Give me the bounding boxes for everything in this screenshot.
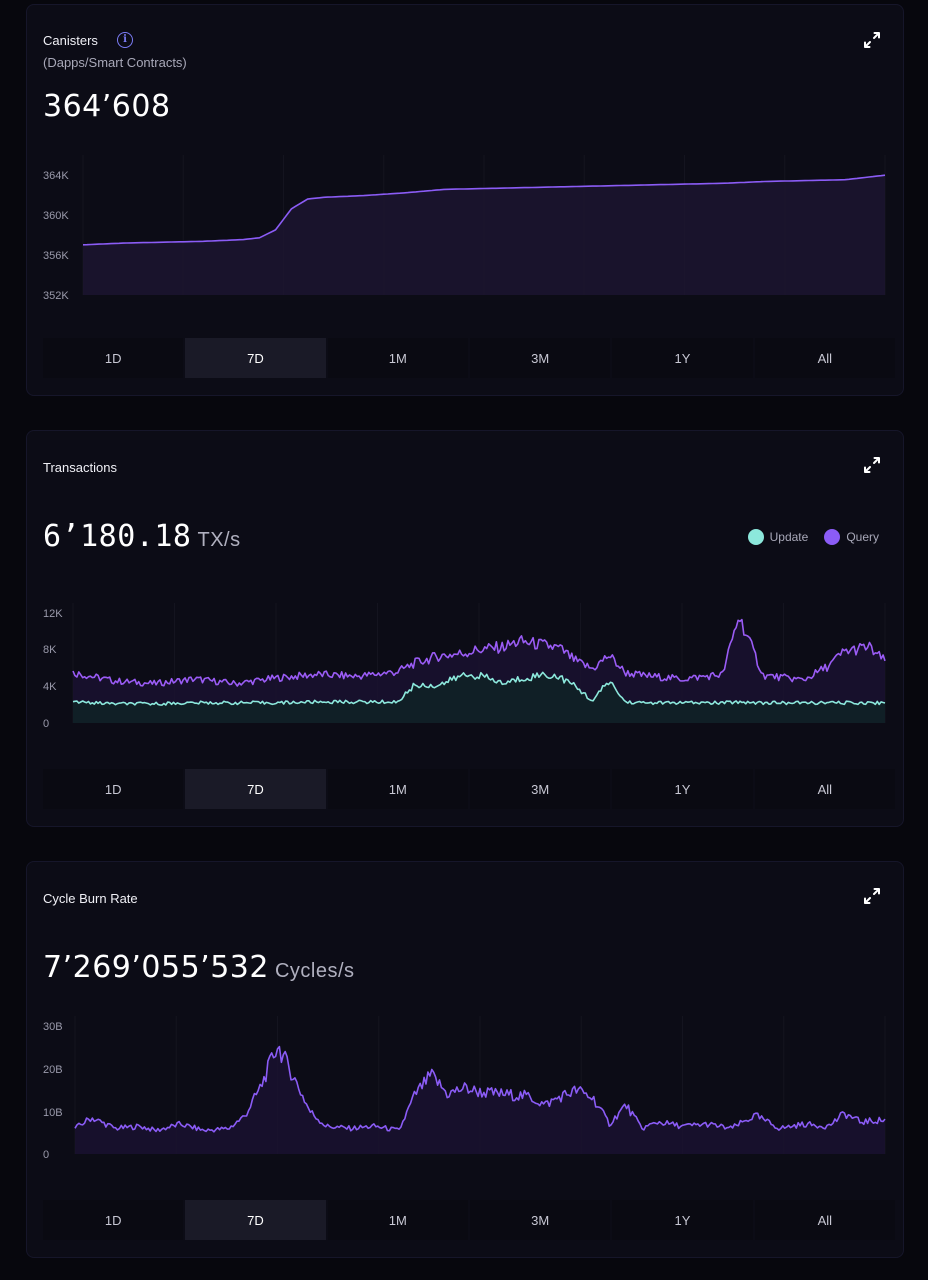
canisters-card: Canisters i (Dapps/Smart Contracts) 364’…: [26, 4, 904, 396]
y-tick-label: 20B: [43, 1064, 63, 1076]
series-line-query: [72, 618, 886, 687]
burn-card: Cycle Burn Rate 7’269’055’532 Cycles/s 30…: [26, 861, 904, 1258]
range-button-3m[interactable]: 3M: [469, 769, 611, 809]
series-line-canisters: [82, 174, 886, 246]
y-tick-label: 4K: [43, 681, 57, 693]
range-button-7d[interactable]: 7D: [185, 338, 326, 378]
range-button-3m[interactable]: 3M: [469, 338, 611, 378]
burn-range-selector: 1D 7D 1M 3M 1Y All: [43, 1200, 895, 1240]
y-tick-label: 352K: [43, 290, 69, 302]
legend-update-label: Update: [769, 530, 809, 544]
range-button-1m[interactable]: 1M: [327, 338, 468, 378]
canisters-value: 364’608: [43, 89, 171, 124]
range-button-all[interactable]: All: [754, 769, 895, 809]
expand-icon[interactable]: [863, 456, 881, 474]
canisters-chart: 364K 360K 356K 352K: [43, 155, 886, 302]
range-button-1d[interactable]: 1D: [43, 338, 184, 378]
y-tick-label: 0: [43, 718, 49, 730]
y-tick-label: 360K: [43, 210, 69, 222]
canisters-title: Canisters: [43, 33, 98, 48]
burn-chart: 30B 20B 10B 0: [43, 1016, 886, 1161]
series-area-canisters: [83, 175, 885, 295]
range-button-1d[interactable]: 1D: [43, 1200, 184, 1240]
transactions-range-selector: 1D 7D 1M 3M 1Y All: [43, 769, 895, 809]
transactions-value: 6’180.18: [43, 519, 192, 554]
range-button-1m[interactable]: 1M: [327, 1200, 468, 1240]
y-tick-label: 10B: [43, 1107, 63, 1119]
transactions-card: Transactions 6’180.18 TX/s Update Query 1…: [26, 430, 904, 827]
info-icon[interactable]: i: [117, 32, 133, 48]
y-tick-label: 356K: [43, 250, 69, 262]
canisters-range-selector: 1D 7D 1M 3M 1Y All: [43, 338, 895, 378]
expand-icon[interactable]: [863, 887, 881, 905]
transactions-chart: 12K 8K 4K 0: [43, 603, 886, 730]
range-button-1d[interactable]: 1D: [43, 769, 184, 809]
y-tick-label: 30B: [43, 1021, 63, 1033]
expand-icon[interactable]: [863, 31, 881, 49]
burn-value-line: 7’269’055’532 Cycles/s: [43, 950, 355, 985]
query-legend-dot: [824, 529, 841, 545]
canisters-subtitle: (Dapps/Smart Contracts): [43, 55, 187, 70]
range-button-3m[interactable]: 3M: [469, 1200, 611, 1240]
range-button-7d[interactable]: 7D: [185, 1200, 326, 1240]
burn-unit: Cycles/s: [274, 960, 355, 982]
y-tick-label: 364K: [43, 170, 69, 182]
range-button-7d[interactable]: 7D: [185, 769, 326, 809]
series-area-cycle-burn-rate: [75, 1046, 885, 1154]
transactions-title: Transactions: [43, 460, 117, 475]
series-line-update: [72, 671, 886, 706]
y-tick-label: 0: [43, 1149, 49, 1161]
series-line-cycle-burn-rate: [74, 1045, 886, 1133]
burn-value: 7’269’055’532: [43, 950, 269, 985]
range-button-all[interactable]: All: [754, 338, 895, 378]
range-button-1y[interactable]: 1Y: [612, 338, 753, 378]
update-legend-dot: [747, 529, 764, 545]
range-button-1y[interactable]: 1Y: [612, 769, 753, 809]
legend-query-label: Query: [846, 530, 879, 544]
transactions-value-line: 6’180.18 TX/s: [43, 519, 241, 554]
burn-title: Cycle Burn Rate: [43, 891, 138, 906]
y-tick-label: 8K: [43, 644, 57, 656]
y-tick-label: 12K: [43, 608, 63, 620]
range-button-1y[interactable]: 1Y: [612, 1200, 753, 1240]
transactions-legend: Update Query: [747, 529, 879, 545]
series-area-query: [73, 619, 885, 723]
transactions-unit: TX/s: [197, 529, 241, 551]
range-button-1m[interactable]: 1M: [327, 769, 468, 809]
series-area-update: [73, 672, 885, 723]
range-button-all[interactable]: All: [754, 1200, 895, 1240]
